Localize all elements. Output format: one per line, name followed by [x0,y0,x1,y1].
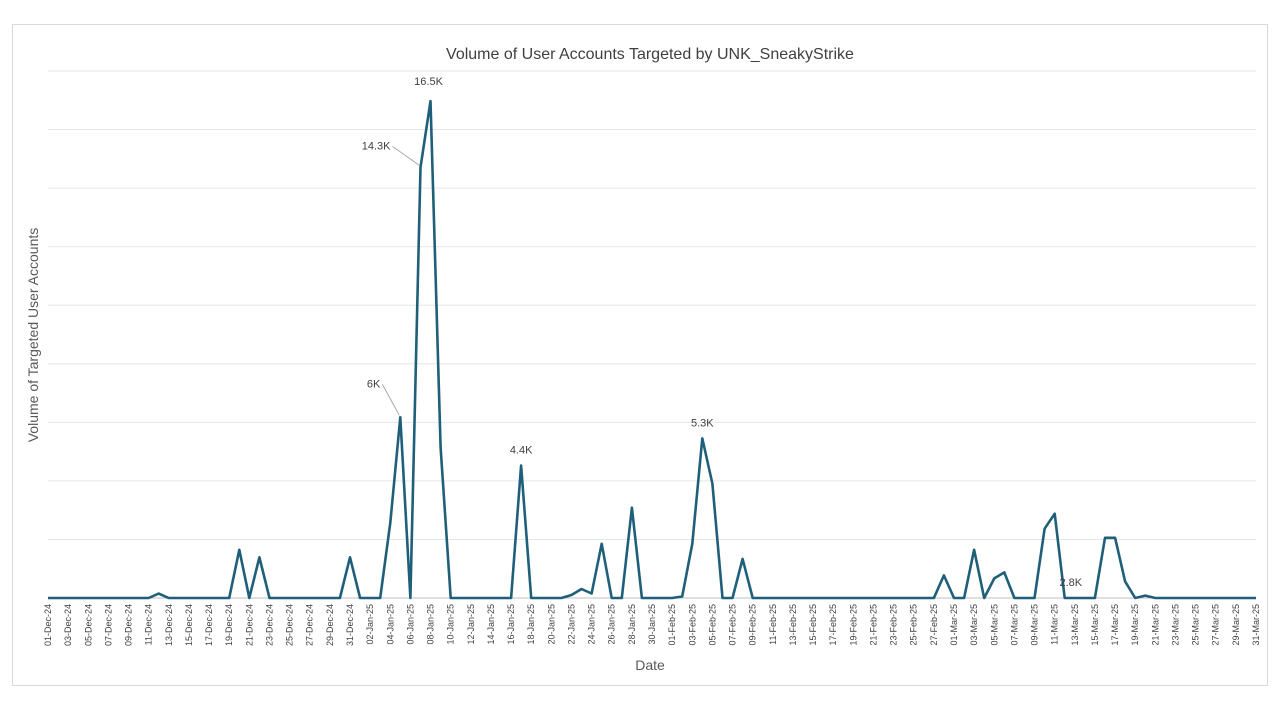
x-tick-label: 28-Jan-25 [627,604,637,645]
x-tick-label: 01-Dec-24 [43,604,53,646]
y-axis-label: Volume of Targeted User Accounts [25,228,41,443]
x-tick-label: 11-Mar-25 [1050,604,1060,645]
x-tick-label: 05-Mar-25 [989,604,999,646]
x-tick-label: 29-Mar-25 [1231,604,1241,646]
x-tick-label: 30-Jan-25 [647,604,657,645]
x-tick-label: 29-Dec-24 [325,604,335,646]
x-tick-label: 13-Dec-24 [164,604,174,646]
x-tick-label: 09-Mar-25 [1030,604,1040,646]
x-tick-label: 05-Dec-24 [83,604,93,646]
x-tick-label: 11-Dec-24 [144,604,154,645]
x-tick-label: 12-Jan-25 [466,604,476,645]
x-tick-label: 24-Jan-25 [587,604,597,645]
x-tick-label: 13-Feb-25 [788,604,798,646]
x-tick-label: 23-Dec-24 [264,604,274,646]
x-tick-label: 01-Feb-25 [667,604,677,646]
data-label: 14.3K [362,140,391,152]
x-tick-label: 18-Jan-25 [526,604,536,645]
x-tick-label: 07-Feb-25 [728,604,738,646]
x-tick-label: 01-Mar-25 [949,604,959,646]
x-tick-label: 13-Mar-25 [1070,604,1080,646]
x-tick-label: 19-Feb-25 [848,604,858,646]
x-tick-label: 09-Dec-24 [124,604,134,646]
x-tick-label: 21-Mar-25 [1150,604,1160,646]
x-tick-label: 25-Feb-25 [909,604,919,646]
x-tick-label: 09-Feb-25 [748,604,758,646]
x-tick-label: 17-Dec-24 [204,604,214,646]
chart-title: Volume of User Accounts Targeted by UNK_… [446,46,854,63]
x-tick-label: 15-Dec-24 [184,604,194,646]
x-tick-label: 20-Jan-25 [546,604,556,645]
data-label: 6K [367,378,381,390]
x-tick-label: 07-Dec-24 [103,604,113,646]
x-tick-label: 21-Feb-25 [868,604,878,646]
gridlines [48,70,1256,599]
x-tick-label: 06-Jan-25 [405,604,415,645]
x-tick-label: 10-Jan-25 [446,604,456,645]
x-tick-label: 04-Jan-25 [385,604,395,645]
x-tick-label: 31-Dec-24 [345,604,355,646]
series-line [48,99,1256,600]
x-tick-label: 03-Mar-25 [969,604,979,646]
x-tick-label: 22-Jan-25 [566,604,576,645]
x-tick-label: 15-Mar-25 [1090,604,1100,646]
x-tick-label: 08-Jan-25 [426,604,436,645]
x-tick-label: 19-Dec-24 [224,604,234,646]
x-tick-label: 31-Mar-25 [1251,604,1261,646]
data-label-leader [392,145,420,166]
x-tick-label: 11-Feb-25 [768,604,778,645]
x-tick-label: 17-Feb-25 [828,604,838,646]
x-tick-label: 03-Feb-25 [687,604,697,646]
x-tick-label: 14-Jan-25 [486,604,496,645]
x-tick-label: 27-Mar-25 [1211,604,1221,646]
x-tick-label: 23-Mar-25 [1170,604,1180,646]
x-tick-label: 03-Dec-24 [63,604,73,646]
data-labels: 6K 14.3K 16.5K 4.4K 5.3K 2.8K [362,76,1083,589]
x-tick-label: 07-Mar-25 [1009,604,1019,646]
x-tick-label: 21-Dec-24 [244,604,254,646]
x-axis-tick-labels: 01-Dec-24 03-Dec-24 05-Dec-24 07-Dec-24 09-D… [43,604,1261,646]
data-label: 2.8K [1059,577,1082,589]
x-tick-label: 02-Jan-25 [365,604,375,645]
x-axis-label: Date [635,657,665,673]
data-label: 5.3K [691,417,714,429]
data-label: 16.5K [414,76,443,88]
x-tick-label: 23-Feb-25 [889,604,899,646]
x-tick-label: 17-Mar-25 [1110,604,1120,646]
x-tick-label: 19-Mar-25 [1130,604,1140,646]
x-tick-label: 05-Feb-25 [707,604,717,646]
x-tick-label: 25-Mar-25 [1191,604,1201,646]
x-tick-label: 16-Jan-25 [506,604,516,645]
x-tick-label: 26-Jan-25 [607,604,617,645]
x-tick-label: 25-Dec-24 [285,604,295,646]
data-label: 4.4K [510,444,533,456]
x-tick-label: 27-Feb-25 [929,604,939,646]
data-label-leader [381,384,400,416]
x-tick-label: 15-Feb-25 [808,604,818,646]
x-tick-label: 27-Dec-24 [305,604,315,646]
